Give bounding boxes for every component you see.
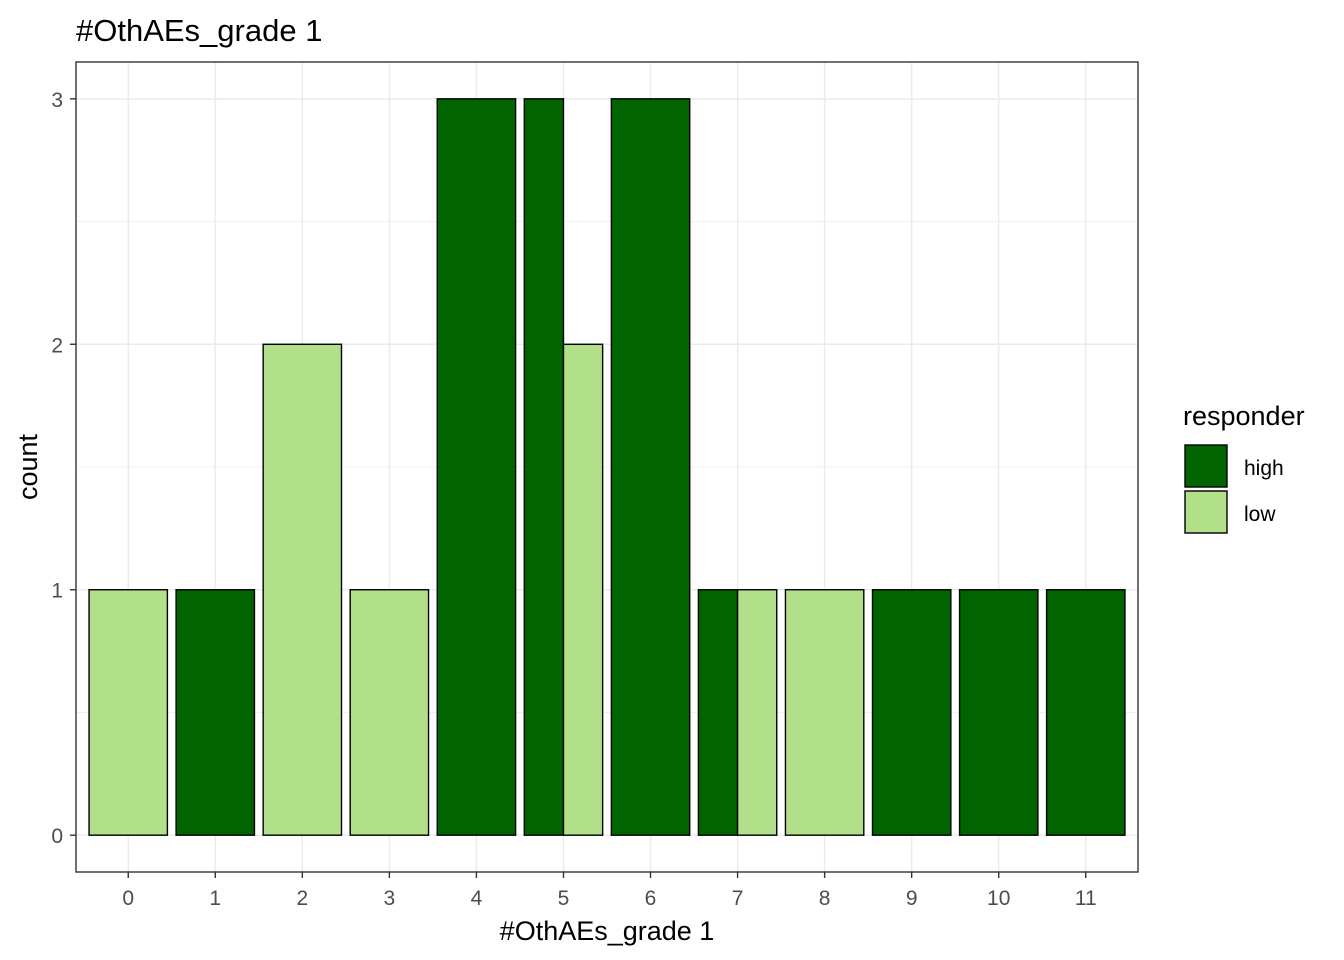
x-tick-label: 2 bbox=[296, 887, 308, 910]
x-tick-label: 4 bbox=[471, 887, 483, 910]
y-axis: 0 1 2 3 bbox=[51, 89, 76, 848]
y-tick-label: 0 bbox=[51, 825, 63, 848]
bar-low-5 bbox=[562, 343, 604, 836]
x-tick-label: 5 bbox=[558, 887, 570, 910]
x-axis: 0 1 2 3 4 5 6 7 8 9 10 11 bbox=[122, 872, 1097, 910]
bar-low-0 bbox=[88, 589, 169, 836]
bar-high-4 bbox=[436, 98, 517, 836]
bar-high-10 bbox=[958, 589, 1039, 836]
bar-high-7 bbox=[697, 589, 739, 836]
x-tick-label: 1 bbox=[209, 887, 221, 910]
x-tick-label: 7 bbox=[732, 887, 744, 910]
x-tick-label: 0 bbox=[122, 887, 134, 910]
legend-key-low bbox=[1184, 490, 1228, 534]
bar-low-8 bbox=[784, 589, 865, 836]
panel-border bbox=[75, 61, 1139, 873]
x-tick-label: 11 bbox=[1075, 887, 1097, 910]
chart-title: #OthAEs_grade 1 bbox=[76, 13, 322, 48]
y-tick-label: 2 bbox=[51, 334, 63, 357]
legend-label-low: low bbox=[1244, 503, 1276, 526]
y-axis-title: count bbox=[13, 433, 43, 500]
bar-high-11 bbox=[1045, 589, 1126, 836]
bar-high-5 bbox=[523, 98, 565, 836]
y-tick-label: 3 bbox=[51, 89, 63, 112]
legend-label-high: high bbox=[1244, 457, 1284, 480]
bars bbox=[88, 98, 1126, 836]
bar-high-9 bbox=[871, 589, 952, 836]
legend-title: responder bbox=[1183, 401, 1305, 431]
y-tick-label: 1 bbox=[51, 580, 63, 603]
bar-low-7 bbox=[736, 589, 778, 836]
x-tick-label: 9 bbox=[906, 887, 918, 910]
legend-key-high bbox=[1184, 444, 1228, 488]
x-axis-title: #OthAEs_grade 1 bbox=[500, 916, 715, 946]
x-tick-label: 8 bbox=[819, 887, 831, 910]
legend: responder high low bbox=[1183, 401, 1305, 534]
x-tick-label: 10 bbox=[987, 887, 1010, 910]
bar-high-6 bbox=[610, 98, 691, 836]
x-tick-label: 6 bbox=[645, 887, 657, 910]
bar-high-1 bbox=[175, 589, 256, 836]
bar-low-2 bbox=[262, 343, 343, 836]
bar-low-3 bbox=[349, 589, 430, 836]
x-tick-label: 3 bbox=[384, 887, 396, 910]
